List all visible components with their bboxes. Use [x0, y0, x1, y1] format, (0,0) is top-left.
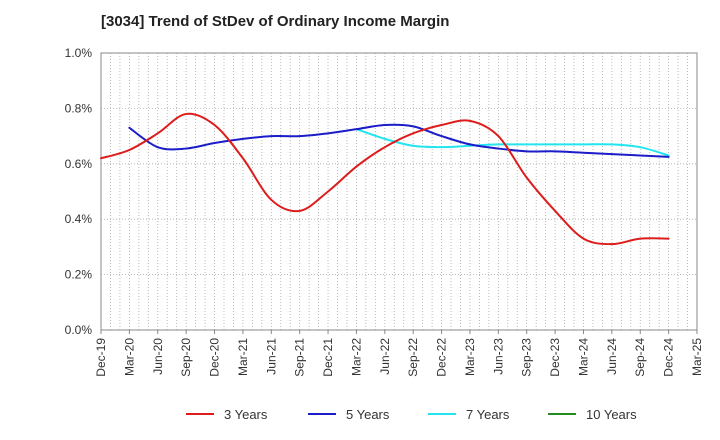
x-tick-label: Sep-22: [406, 338, 420, 377]
x-tick-label: Jun-21: [264, 338, 278, 375]
x-tick-label: Mar-22: [349, 338, 363, 376]
x-tick-label: Jun-23: [491, 338, 505, 375]
x-tick-label: Dec-24: [662, 338, 676, 377]
series-line-5-years: [128, 123, 670, 158]
x-tick-label: Mar-20: [122, 338, 136, 376]
y-tick-label: 0.6%: [65, 157, 93, 171]
y-tick-label: 0.2%: [65, 268, 93, 282]
series-line-7-years: [355, 128, 670, 157]
x-tick-label: Mar-23: [463, 338, 477, 376]
series-line-3-years: [100, 112, 670, 246]
x-tick-label: Sep-20: [179, 338, 193, 377]
x-tick-label: Dec-22: [435, 338, 449, 377]
x-tick-label: Mar-25: [690, 338, 704, 376]
x-tick-label: Sep-24: [633, 338, 647, 377]
x-tick-label: Jun-24: [605, 338, 619, 375]
x-tick-label: Dec-23: [548, 338, 562, 377]
legend-label-3-years: 3 Years: [224, 407, 268, 422]
x-tick-label: Dec-20: [208, 338, 222, 377]
plot-area: [101, 53, 697, 330]
y-tick-label: 0.0%: [65, 323, 93, 337]
x-tick-label: Mar-24: [576, 338, 590, 376]
x-tick-label: Sep-23: [520, 338, 534, 377]
y-tick-label: 1.0%: [65, 46, 93, 60]
x-tick-label: Mar-21: [236, 338, 250, 376]
legend-label-10-years: 10 Years: [586, 407, 637, 422]
plot-border: [100, 52, 698, 331]
chart-title: [3034] Trend of StDev of Ordinary Income…: [101, 13, 450, 30]
legend-label-7-years: 7 Years: [466, 407, 510, 422]
x-tick-label: Jun-22: [378, 338, 392, 375]
y-tick-label: 0.4%: [65, 212, 93, 226]
x-tick-label: Sep-21: [293, 338, 307, 377]
x-tick-label: Dec-19: [94, 338, 108, 377]
x-tick-label: Jun-20: [151, 338, 165, 375]
y-tick-label: 0.8%: [65, 101, 93, 115]
legend-label-5-years: 5 Years: [346, 407, 390, 422]
x-tick-label: Dec-21: [321, 338, 335, 377]
